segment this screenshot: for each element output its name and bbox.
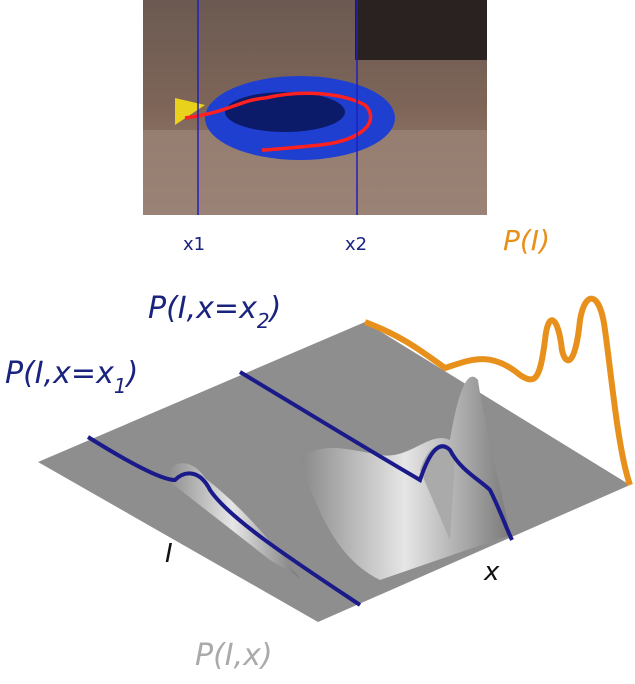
position-axis-label: x — [483, 557, 500, 587]
fish-photo — [143, 0, 487, 215]
slice-label: P(I,x=x2) — [148, 291, 281, 333]
slice-label: P(I,x=x1) — [5, 356, 138, 398]
intensity-axis-label: I — [165, 539, 173, 569]
slice-label-sub: 2 — [257, 309, 270, 333]
x1-label: x1 — [183, 234, 205, 255]
marginal-label: P(I) — [503, 224, 550, 257]
figure: x1 x2 P(I) P(I,x=x2) P(I,x=x1) I x P(I,x… — [0, 0, 635, 680]
x2-label: x2 — [345, 234, 367, 255]
slice-label-close: ) — [125, 356, 139, 391]
slice-label-main: P(I,x=x — [148, 291, 257, 326]
slice-label-close: ) — [268, 291, 282, 326]
slice-label-main: P(I,x=x — [5, 356, 114, 391]
joint-label: P(I,x) — [195, 638, 273, 673]
slice-label-sub: 1 — [114, 374, 127, 398]
